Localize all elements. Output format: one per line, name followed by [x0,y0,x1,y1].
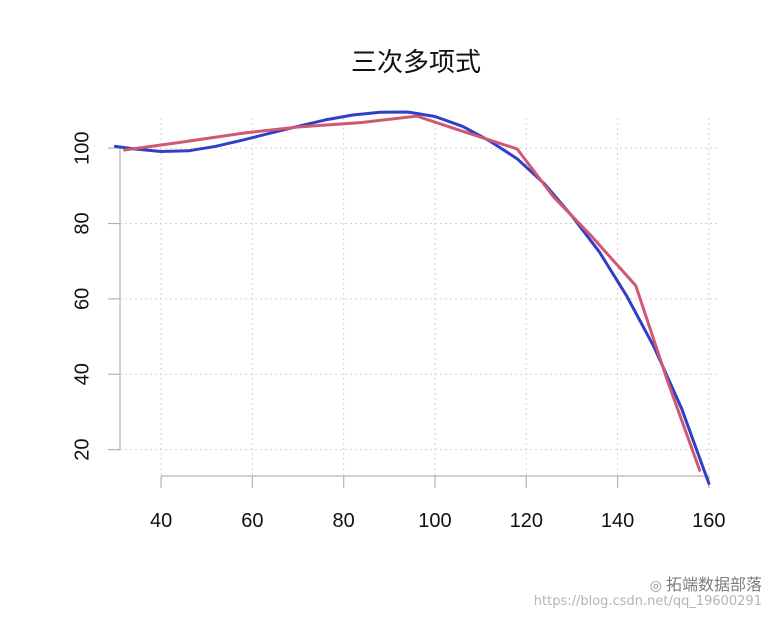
chart-title: 三次多项式 [351,48,481,78]
x-tick-label-2: 80 [333,510,355,532]
series-line-1 [123,114,702,472]
watermark-brand-text: 拓端数据部落 [665,575,762,595]
watermark: ◎ 拓端数据部落 https://blog.csdn.net/qq_1960029… [534,576,762,609]
y-tick-label-3: 80 [71,212,93,234]
x-tick-label-1: 60 [241,510,263,532]
x-tick-label-3: 100 [418,510,451,532]
x-tick-label-6: 160 [692,510,725,532]
y-tick-label-4: 100 [71,131,93,164]
watermark-brand: ◎ 拓端数据部落 [534,576,762,594]
series-layer [113,110,711,485]
y-tick-label-2: 60 [71,288,93,310]
series-line-0 [113,110,711,485]
x-tick-label-4: 120 [510,510,543,532]
axes: 40 60 80 100 120 140 160 20 40 60 80 100 [71,131,725,532]
y-tick-label-0: 20 [71,438,93,460]
watermark-url: https://blog.csdn.net/qq_19600291 [533,593,762,609]
y-tick-label-1: 40 [71,363,93,385]
x-tick-label-5: 140 [601,510,634,532]
x-tick-label-0: 40 [150,510,172,532]
wechat-icon: ◎ [649,578,662,595]
